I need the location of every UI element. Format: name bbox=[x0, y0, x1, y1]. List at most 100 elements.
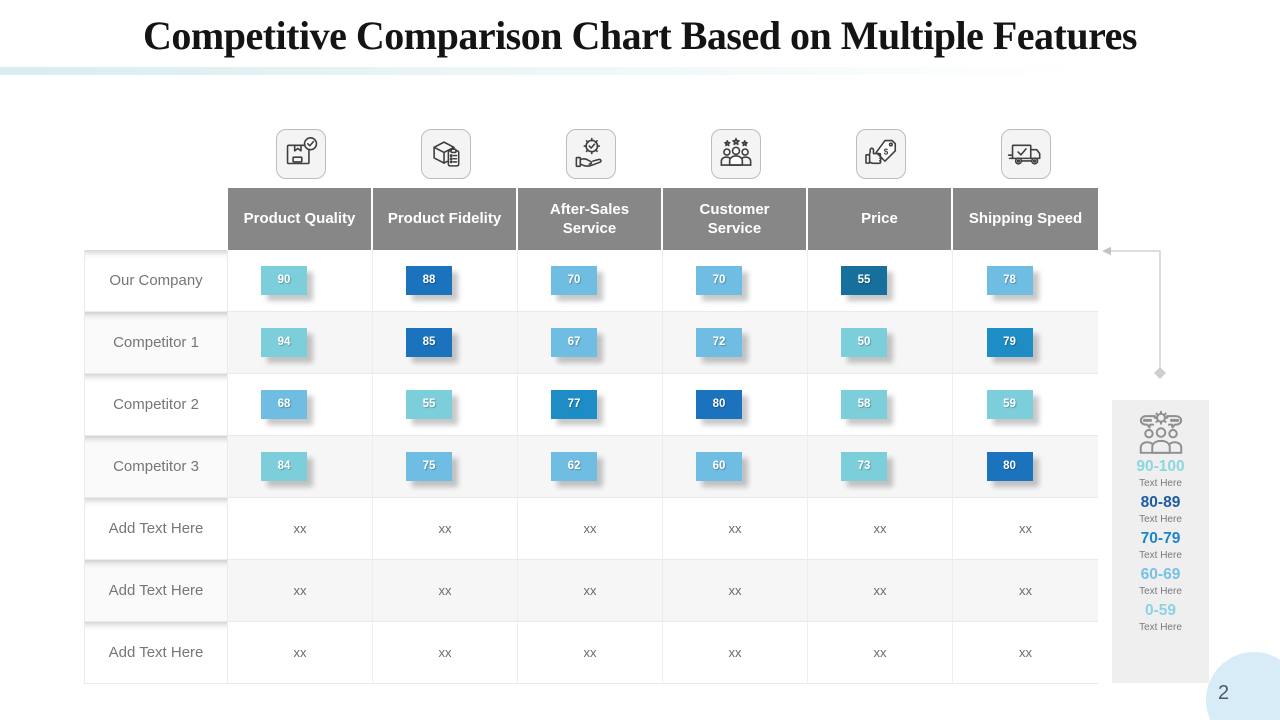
score-badge: 77 bbox=[551, 390, 597, 419]
table-cell: xx bbox=[228, 560, 373, 622]
score-badge: 60 bbox=[696, 452, 742, 481]
score-badge: 90 bbox=[261, 266, 307, 295]
placeholder-value[interactable]: xx bbox=[293, 521, 307, 536]
placeholder-value[interactable]: xx bbox=[438, 645, 452, 660]
comparison-table: Our Company 90 88 70 70 55 78 Competitor 1 94 85 6… bbox=[84, 250, 1098, 684]
score-badge: 79 bbox=[986, 328, 1033, 357]
shipping-speed-icon bbox=[1006, 135, 1046, 173]
table-row: Add Text Here xx xx xx xx xx xx bbox=[84, 622, 1098, 684]
customer-service-icon bbox=[717, 135, 755, 173]
table-cell: 80 bbox=[663, 374, 808, 436]
table-row: Competitor 3 84 75 62 60 73 80 bbox=[84, 436, 1098, 498]
placeholder-value[interactable]: xx bbox=[438, 521, 452, 536]
table-cell: xx bbox=[808, 498, 953, 560]
placeholder-value[interactable]: xx bbox=[1019, 583, 1032, 598]
product-fidelity-icon bbox=[427, 135, 465, 173]
score-badge: 88 bbox=[406, 266, 452, 295]
table-cell: xx bbox=[228, 498, 373, 560]
table-cell: xx bbox=[373, 498, 518, 560]
placeholder-value[interactable]: xx bbox=[1019, 521, 1032, 536]
legend-range: 90-100 bbox=[1136, 458, 1185, 475]
feature-icon-box bbox=[275, 129, 326, 179]
score-badge: 59 bbox=[986, 390, 1033, 419]
table-row: Add Text Here xx xx xx xx xx xx bbox=[84, 498, 1098, 560]
row-label: Competitor 1 bbox=[84, 312, 228, 374]
legend-entry: 0-59 Text Here bbox=[1112, 601, 1209, 634]
table-cell: 90 bbox=[228, 250, 373, 312]
placeholder-value[interactable]: xx bbox=[728, 521, 742, 536]
table-cell: xx bbox=[808, 622, 953, 684]
table-cell: xx bbox=[663, 498, 808, 560]
placeholder-value[interactable]: xx bbox=[873, 521, 887, 536]
table-cell: xx bbox=[953, 560, 1098, 622]
placeholder-value[interactable]: xx bbox=[873, 583, 887, 598]
feature-icon-box: $ bbox=[855, 129, 906, 179]
placeholder-value[interactable]: xx bbox=[873, 645, 887, 660]
table-cell: 68 bbox=[228, 374, 373, 436]
title-underline bbox=[0, 67, 1280, 75]
score-badge: 68 bbox=[261, 390, 307, 419]
legend-placeholder-label[interactable]: Text Here bbox=[1139, 478, 1182, 489]
column-header: Product Fidelity bbox=[373, 188, 518, 250]
row-label-placeholder[interactable]: Add Text Here bbox=[84, 560, 228, 622]
legend-entry: 70-79 Text Here bbox=[1112, 529, 1209, 562]
legend-placeholder-label[interactable]: Text Here bbox=[1139, 586, 1182, 597]
table-cell: xx bbox=[953, 622, 1098, 684]
legend-range: 60-69 bbox=[1140, 566, 1181, 583]
column-header: Shipping Speed bbox=[953, 188, 1098, 250]
score-badge: 72 bbox=[696, 328, 742, 357]
table-cell: 70 bbox=[518, 250, 663, 312]
row-label-placeholder[interactable]: Add Text Here bbox=[84, 622, 228, 684]
table-cell: 80 bbox=[953, 436, 1098, 498]
placeholder-value[interactable]: xx bbox=[583, 583, 597, 598]
row-label: Competitor 3 bbox=[84, 436, 228, 498]
table-cell: xx bbox=[953, 498, 1098, 560]
placeholder-value[interactable]: xx bbox=[583, 645, 597, 660]
legend-range: 0-59 bbox=[1144, 602, 1177, 619]
table-cell: 88 bbox=[373, 250, 518, 312]
page-number-badge: 2 bbox=[1206, 652, 1280, 720]
table-row: Our Company 90 88 70 70 55 78 bbox=[84, 250, 1098, 312]
feature-icon-box bbox=[420, 129, 471, 179]
legend-entry: 90-100 Text Here bbox=[1112, 457, 1209, 490]
score-badge: 70 bbox=[696, 266, 742, 295]
table-cell: 84 bbox=[228, 436, 373, 498]
score-badge: 58 bbox=[841, 390, 887, 419]
table-cell: xx bbox=[228, 622, 373, 684]
table-cell: xx bbox=[373, 560, 518, 622]
table-row: Competitor 1 94 85 67 72 50 79 bbox=[84, 312, 1098, 374]
placeholder-value[interactable]: xx bbox=[728, 583, 742, 598]
placeholder-value[interactable]: xx bbox=[583, 521, 597, 536]
placeholder-value[interactable]: xx bbox=[293, 645, 307, 660]
score-badge: 55 bbox=[841, 266, 887, 295]
placeholder-value[interactable]: xx bbox=[728, 645, 742, 660]
table-cell: xx bbox=[808, 560, 953, 622]
placeholder-value[interactable]: xx bbox=[293, 583, 307, 598]
legend-placeholder-label[interactable]: Text Here bbox=[1139, 514, 1182, 525]
row-label-placeholder[interactable]: Add Text Here bbox=[84, 498, 228, 560]
placeholder-value[interactable]: xx bbox=[1019, 645, 1032, 660]
placeholder-value[interactable]: xx bbox=[438, 583, 452, 598]
column-header: Price bbox=[808, 188, 953, 250]
page-number: 2 bbox=[1218, 682, 1230, 704]
page-title: Competitive Comparison Chart Based on Mu… bbox=[143, 13, 1137, 58]
table-row: Add Text Here xx xx xx xx xx xx bbox=[84, 560, 1098, 622]
legend-range: 70-79 bbox=[1140, 530, 1181, 547]
legend-placeholder-label[interactable]: Text Here bbox=[1139, 550, 1182, 561]
table-cell: 77 bbox=[518, 374, 663, 436]
score-badge: 62 bbox=[551, 452, 597, 481]
after-sales-service-icon bbox=[572, 135, 610, 173]
table-cell: xx bbox=[373, 622, 518, 684]
price-icon: $ bbox=[862, 135, 900, 173]
table-cell: xx bbox=[663, 622, 808, 684]
table-cell: 70 bbox=[663, 250, 808, 312]
team-discussion-icon bbox=[1133, 409, 1189, 455]
table-cell: 67 bbox=[518, 312, 663, 374]
legend-placeholder-label[interactable]: Text Here bbox=[1139, 622, 1182, 633]
table-cell: 50 bbox=[808, 312, 953, 374]
score-badge: 70 bbox=[551, 266, 597, 295]
row-label: Our Company bbox=[84, 250, 228, 312]
table-cell: 59 bbox=[953, 374, 1098, 436]
column-header: Customer Service bbox=[663, 188, 808, 250]
table-row: Competitor 2 68 55 77 80 58 59 bbox=[84, 374, 1098, 436]
